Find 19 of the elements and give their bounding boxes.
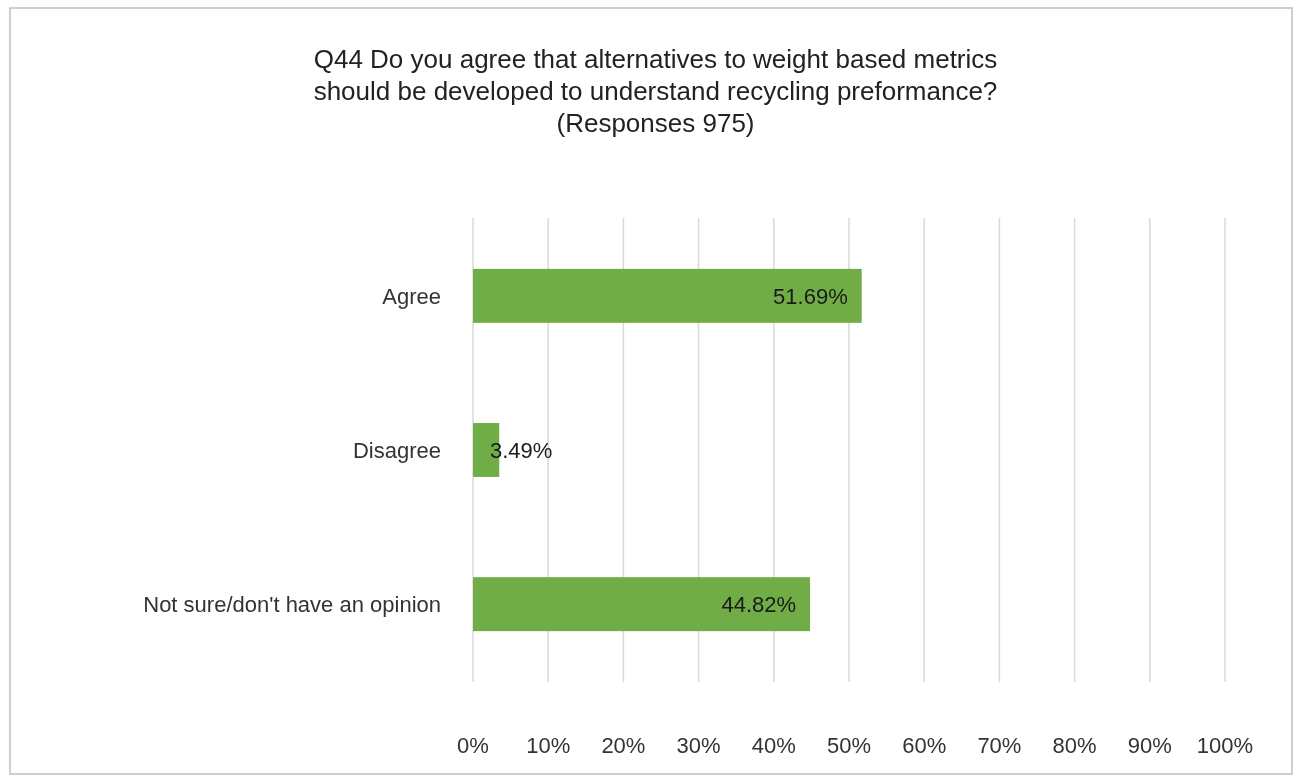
x-tick-label: 20%: [601, 732, 646, 758]
x-tick-label: 90%: [1127, 732, 1172, 758]
x-tick-label: 10%: [526, 732, 571, 758]
x-tick-label: 100%: [1196, 732, 1254, 758]
x-tick-label: 0%: [457, 732, 489, 758]
chart-title: Q44 Do you agree that alternatives to weight based metrics should be developed to understand recycling preformance? (Responses 975): [313, 44, 998, 138]
x-tick-label: 50%: [826, 732, 872, 758]
x-tick-label: 40%: [751, 732, 796, 758]
x-tick-label: 30%: [676, 732, 721, 758]
x-tick-label: 70%: [977, 732, 1022, 758]
x-tick-label: 80%: [1052, 732, 1097, 758]
y-tick-label: Disagree: [352, 437, 441, 463]
y-tick-label: Not sure/don't have an opinion: [143, 591, 441, 617]
data-label: 44.82%: [721, 591, 797, 617]
bar: [473, 268, 862, 323]
x-tick-label: 60%: [902, 732, 947, 758]
bar: [473, 577, 811, 632]
y-tick-label: Agree: [382, 283, 441, 309]
data-label: 51.69%: [773, 283, 848, 309]
